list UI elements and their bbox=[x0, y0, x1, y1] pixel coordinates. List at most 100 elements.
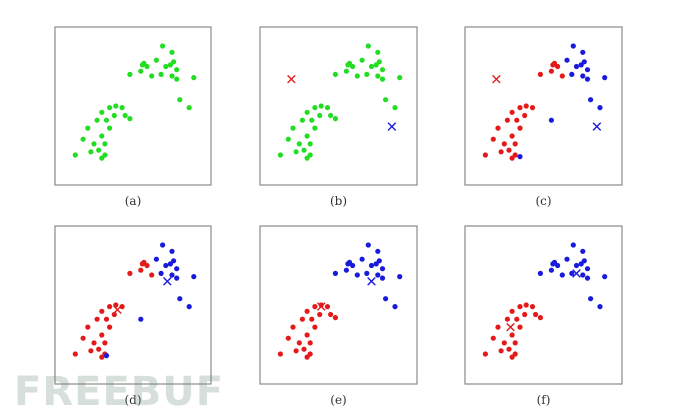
data-point-green bbox=[277, 152, 283, 158]
data-point-green bbox=[354, 73, 360, 79]
panel-caption: (f) bbox=[537, 393, 551, 407]
data-point-red bbox=[307, 340, 313, 346]
data-point-blue bbox=[368, 262, 375, 269]
data-point-blue bbox=[588, 296, 594, 302]
data-point-green bbox=[119, 105, 125, 111]
data-point-blue bbox=[569, 71, 575, 77]
data-point-green bbox=[317, 112, 323, 119]
data-point-blue bbox=[555, 262, 561, 269]
data-point-red bbox=[80, 335, 86, 341]
data-point-blue bbox=[332, 270, 338, 276]
data-point-green bbox=[96, 147, 102, 153]
data-point-green bbox=[343, 68, 349, 74]
data-point-green bbox=[375, 73, 381, 79]
data-point-blue bbox=[354, 272, 360, 278]
data-point-green bbox=[171, 59, 177, 65]
data-point-red bbox=[517, 324, 523, 330]
data-point-blue bbox=[570, 242, 576, 248]
data-point-green bbox=[373, 62, 379, 68]
data-point-blue bbox=[345, 261, 351, 267]
data-point-green bbox=[138, 68, 144, 74]
data-point-blue bbox=[573, 262, 580, 269]
data-point-red bbox=[514, 117, 520, 123]
data-point-blue bbox=[580, 49, 586, 55]
data-point-blue bbox=[158, 270, 164, 276]
data-point-green bbox=[350, 63, 356, 70]
data-point-blue bbox=[570, 43, 576, 49]
data-point-red bbox=[509, 332, 515, 338]
data-point-red bbox=[501, 340, 507, 346]
panel-frame bbox=[464, 225, 623, 385]
data-point-green bbox=[379, 76, 386, 82]
scatter-panel-6: (f) bbox=[464, 225, 623, 407]
data-point-red bbox=[498, 149, 504, 155]
data-point-blue bbox=[580, 248, 586, 254]
data-point-blue bbox=[584, 275, 591, 281]
data-point-blue bbox=[597, 105, 603, 111]
data-point-red bbox=[517, 304, 523, 310]
data-point-red bbox=[548, 68, 555, 74]
data-point-green bbox=[304, 133, 310, 139]
centroid-marker-red bbox=[316, 302, 326, 311]
data-point-red bbox=[482, 351, 488, 357]
data-point-red bbox=[290, 324, 296, 330]
data-point-blue bbox=[138, 316, 144, 322]
data-point-green bbox=[127, 71, 133, 77]
data-point-green bbox=[186, 105, 192, 111]
data-point-red bbox=[149, 272, 155, 278]
data-point-red bbox=[504, 316, 510, 322]
data-point-blue bbox=[588, 97, 594, 103]
data-point-green bbox=[163, 63, 169, 70]
data-point-green bbox=[167, 62, 173, 68]
data-point-red bbox=[304, 308, 310, 314]
data-point-red bbox=[512, 351, 518, 357]
data-point-red bbox=[99, 332, 105, 338]
panel-caption: (b) bbox=[330, 194, 347, 208]
data-point-red bbox=[102, 340, 108, 346]
data-point-red bbox=[523, 103, 529, 109]
data-point-red bbox=[299, 316, 305, 322]
panel-caption: (d) bbox=[124, 393, 141, 407]
data-point-red bbox=[537, 315, 544, 321]
data-point-green bbox=[307, 152, 313, 158]
data-point-green bbox=[94, 117, 100, 123]
centroid-marker-red bbox=[287, 74, 296, 84]
data-point-red bbox=[506, 346, 512, 352]
data-point-red bbox=[328, 311, 334, 318]
data-point-green bbox=[332, 71, 338, 77]
data-point-blue bbox=[580, 272, 586, 278]
data-point-red bbox=[103, 316, 110, 322]
data-point-red bbox=[490, 335, 496, 341]
data-point-red bbox=[482, 152, 488, 158]
data-point-green bbox=[153, 57, 159, 63]
data-point-green bbox=[290, 125, 296, 131]
data-point-blue bbox=[550, 261, 556, 267]
data-point-green bbox=[102, 141, 108, 147]
data-point-blue bbox=[584, 266, 591, 272]
data-point-blue bbox=[359, 256, 365, 262]
panel-frame bbox=[54, 26, 212, 186]
data-point-red bbox=[522, 112, 528, 119]
data-point-blue bbox=[578, 261, 584, 267]
data-point-red bbox=[495, 324, 501, 330]
data-point-red bbox=[509, 133, 515, 139]
data-point-red bbox=[96, 346, 102, 352]
data-point-blue bbox=[160, 242, 166, 248]
data-point-green bbox=[102, 152, 108, 158]
data-point-blue bbox=[375, 272, 381, 278]
data-point-red bbox=[506, 147, 512, 153]
centroid-marker-blue bbox=[592, 122, 602, 131]
data-point-green bbox=[299, 117, 305, 123]
data-point-green bbox=[174, 76, 180, 82]
data-point-red bbox=[517, 105, 523, 111]
data-point-green bbox=[99, 133, 105, 139]
data-point-green bbox=[111, 112, 117, 119]
data-point-red bbox=[504, 117, 510, 123]
data-point-blue bbox=[569, 270, 575, 276]
data-point-green bbox=[309, 117, 315, 123]
data-point-red bbox=[509, 308, 515, 314]
data-point-blue bbox=[537, 270, 544, 276]
data-point-blue bbox=[602, 75, 608, 81]
data-point-red bbox=[72, 351, 78, 357]
data-point-green bbox=[301, 147, 307, 153]
